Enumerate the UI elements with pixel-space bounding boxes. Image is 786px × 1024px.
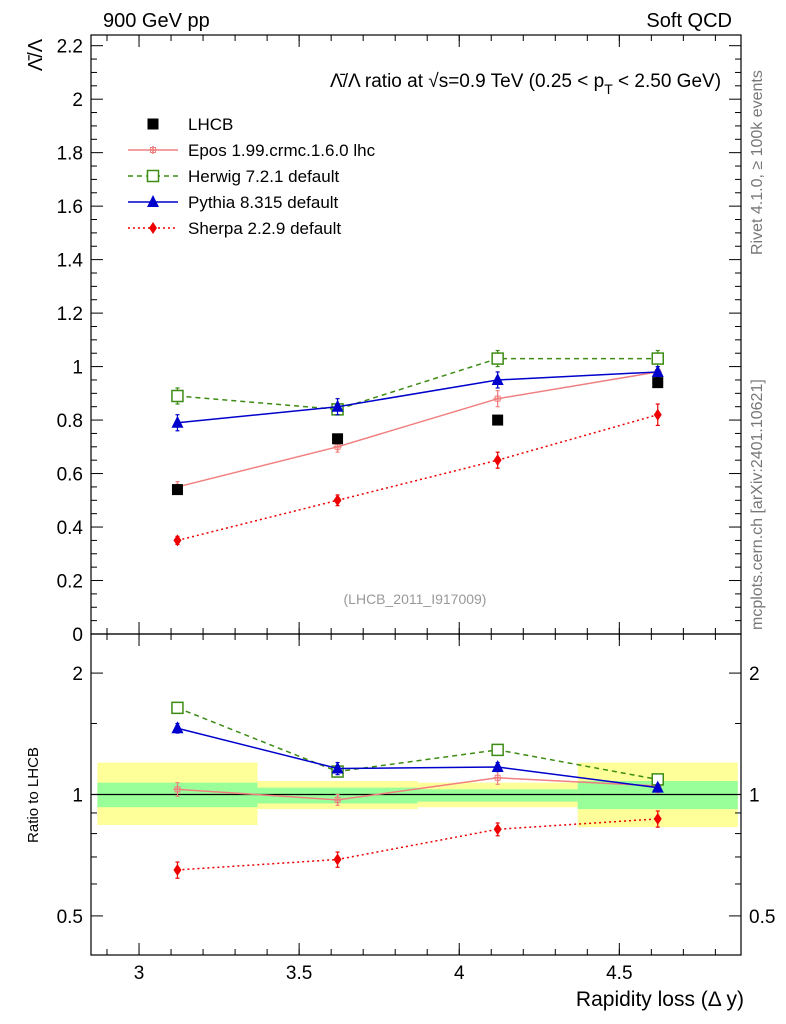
ratio-series-2-point-0 bbox=[171, 721, 184, 734]
main-ytick-label: 0 bbox=[72, 625, 83, 646]
series-line-3 bbox=[177, 371, 658, 424]
ratio-ytick-label-left: 2 bbox=[72, 664, 83, 685]
title-tail: < 2.50 GeV) bbox=[613, 71, 721, 92]
ratio-series-line-0 bbox=[177, 777, 658, 801]
xtick-label: 4 bbox=[454, 963, 465, 984]
xtick-label: 4.5 bbox=[606, 963, 632, 984]
main-ytick-label: 0.6 bbox=[57, 465, 83, 486]
ratio-series-1-point-0 bbox=[171, 701, 184, 715]
legend-marker-0 bbox=[147, 118, 159, 130]
main-ytick-label: 2 bbox=[72, 90, 83, 111]
ratio-frame bbox=[90, 633, 742, 956]
ratio-series-1-point-2 bbox=[491, 743, 504, 757]
series-3-point-0 bbox=[171, 415, 184, 428]
series-1-point-2-box bbox=[494, 395, 501, 402]
series-4-point-0 bbox=[173, 534, 182, 547]
ratio-ytick-label-right: 1 bbox=[749, 786, 760, 807]
watermark: (LHCB_2011_I917009) bbox=[344, 591, 487, 607]
side-label-bottom: mcplots.cern.ch [arXiv:2401.10621] bbox=[749, 379, 766, 630]
legend-label-3: Pythia 8.315 default bbox=[188, 193, 339, 212]
main-ytick-label: 1.2 bbox=[57, 304, 83, 325]
ratio-ytick-label-left: 0.5 bbox=[57, 907, 83, 928]
header-left: 900 GeV pp bbox=[103, 10, 210, 32]
series-line-2 bbox=[177, 357, 658, 411]
ratio-series-0-point-1-box bbox=[334, 796, 341, 803]
ratio-series-2-point-1 bbox=[331, 761, 344, 774]
ratio-series-0-point-2-box bbox=[494, 774, 501, 781]
legend-label-0: LHCB bbox=[188, 115, 233, 134]
ratio-series-2-point-2 bbox=[491, 759, 504, 772]
legend-label-4: Sherpa 2.2.9 default bbox=[188, 219, 341, 238]
ratio-ytick-label-left: 1 bbox=[72, 786, 83, 807]
ratio-ytick-label-right: 0.5 bbox=[749, 907, 775, 928]
main-title: Λ̄/Λ ratio at √s=0.9 TeV (0.25 < pT < 2.… bbox=[330, 71, 721, 97]
main-ytick-label: 1 bbox=[72, 358, 83, 379]
data-point-3 bbox=[652, 377, 664, 389]
ratio-series-line-2 bbox=[177, 727, 658, 789]
data-point-2 bbox=[492, 414, 504, 426]
legend-label-1: Epos 1.99.crmc.1.6.0 lhc bbox=[188, 141, 376, 160]
title-ratio: Λ̄/Λ ratio at bbox=[330, 71, 428, 92]
main-ytick-label: 2.2 bbox=[57, 37, 83, 58]
legend: LHCB Epos 1.99.crmc.1.6.0 lhc Herwig 7.2.1… bbox=[128, 115, 376, 238]
title-subscript: T bbox=[604, 81, 613, 97]
side-label-top: Rivet 4.1.0, ≥ 100k events bbox=[749, 70, 766, 255]
main-ytick-label: 0.4 bbox=[57, 518, 84, 539]
main-ytick-label: 1.8 bbox=[57, 144, 83, 165]
main-panel: Λ̄/Λ ratio at √s=0.9 TeV (0.25 < pT < 2.… bbox=[25, 34, 742, 646]
legend-marker-4 bbox=[149, 222, 157, 234]
legend-marker-3 bbox=[147, 195, 159, 207]
series-line-1 bbox=[177, 371, 658, 488]
main-ytick-label: 0.8 bbox=[57, 411, 83, 432]
ratio-ytick-label-right: 2 bbox=[749, 664, 760, 685]
ratio-series-3-point-0 bbox=[173, 863, 182, 876]
series-2-point-3 bbox=[651, 352, 664, 365]
data-point-1 bbox=[332, 433, 344, 445]
ratio-series-0-point-0-box bbox=[174, 786, 181, 793]
series-3-point-3 bbox=[651, 364, 664, 377]
ratio-series-line-3 bbox=[177, 818, 658, 871]
series-3-point-2 bbox=[491, 372, 504, 385]
series-4-point-3 bbox=[653, 408, 662, 421]
main-ytick-label: 0.2 bbox=[57, 572, 83, 593]
series-2-point-0 bbox=[171, 389, 184, 403]
series-1-point-1-box bbox=[334, 443, 341, 450]
main-ytick-label: 1.4 bbox=[57, 251, 84, 272]
ratio-series-3-point-3 bbox=[653, 812, 662, 825]
ratio-series-3-point-2 bbox=[493, 823, 502, 836]
main-ytick-label: 1.6 bbox=[57, 197, 83, 218]
series-2-point-2 bbox=[491, 352, 504, 365]
main-ylabel: Λ̄/Λ bbox=[25, 38, 47, 71]
series-4-point-1 bbox=[333, 494, 342, 507]
series-line-4 bbox=[177, 414, 658, 542]
ratio-ylabel: Ratio to LHCB bbox=[25, 747, 42, 843]
header-right: Soft QCD bbox=[646, 10, 732, 32]
legend-marker-1-box bbox=[150, 147, 156, 153]
ratio-series-line-1 bbox=[177, 707, 658, 781]
title-energy: =0.9 TeV (0.25 < p bbox=[448, 71, 604, 92]
ratio-panel: Ratio to LHCB Rapidity loss (Δ y) 0.5 0.5… bbox=[25, 633, 775, 1011]
xtick-label: 3 bbox=[134, 963, 145, 984]
legend-label-2: Herwig 7.2.1 default bbox=[188, 167, 339, 186]
legend-marker-2 bbox=[146, 169, 160, 183]
ratio-series-2-point-3 bbox=[651, 780, 664, 793]
ratio-series-3-point-1 bbox=[333, 853, 342, 866]
title-sqrt: √s bbox=[428, 71, 448, 92]
series-4-point-2 bbox=[493, 454, 502, 467]
xlabel: Rapidity loss (Δ y) bbox=[576, 988, 744, 1011]
band-inner-2 bbox=[417, 789, 578, 802]
xtick-label: 3.5 bbox=[286, 963, 312, 984]
data-point-0 bbox=[171, 484, 183, 496]
series-3-point-1 bbox=[331, 399, 344, 412]
